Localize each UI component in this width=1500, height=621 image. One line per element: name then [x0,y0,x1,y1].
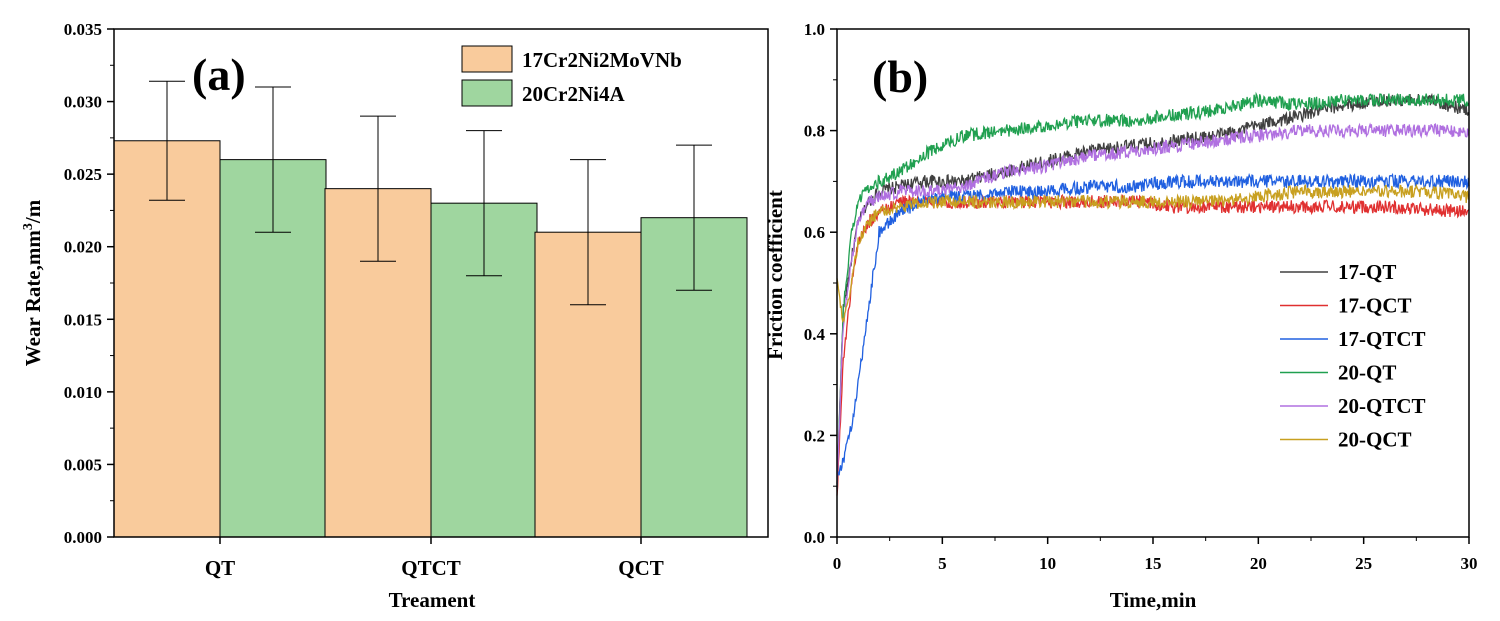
legend-label-17-qct: 17-QCT [1338,294,1412,318]
legend-label-20-qct: 20-QCT [1338,428,1412,452]
y-axis-label-a-main: Wear Rate,mm [21,230,45,367]
x-tick-label-b: 5 [938,554,947,573]
friction-line-chart: 0.0 0.2 0.4 0.6 0.8 1.0 0 5 10 15 20 25 30 (b) 17-Q… [763,20,1478,612]
x-tick-label-b: 30 [1461,554,1478,573]
x-tick-label-qtct: QTCT [401,556,461,580]
wear-rate-bar-chart: 0.000 0.005 0.010 0.015 0.020 0.025 0.030 0.035… [21,20,769,612]
y-tick-label-b: 0.6 [804,223,825,242]
y-tick-label-a: 0.035 [64,20,102,39]
legend-a: 17Cr2Ni2MoVNb 20Cr2Ni4A [461,45,682,107]
error-bar-17cr2ni2movnb-qtct [360,115,396,262]
y-axis-label-b: Friction coefficient [763,190,787,360]
x-tick-label-b: 0 [833,554,842,573]
line-20-qct [836,183,1470,324]
y-tick-label-b: 0.4 [804,325,826,344]
legend-swatch-20cr2ni4a [461,79,513,107]
y-tick-label-a: 0.005 [64,455,102,474]
y-tick-label-a: 0.000 [64,528,102,547]
x-tick-label-b: 10 [1039,554,1056,573]
legend-label-17cr2ni2movnb: 17Cr2Ni2MoVNb [522,48,682,72]
error-bar-17cr2ni2movnb-qt [149,80,185,201]
x-tick-label-qct: QCT [618,556,664,580]
y-tick-label-a: 0.020 [64,238,102,257]
y-tick-label-b: 0.2 [804,426,825,445]
y-tick-label-b: 0.0 [804,528,825,547]
y-tick-label-a: 0.010 [64,383,102,402]
legend-label-20-qt: 20-QT [1338,361,1396,385]
bar-17cr2ni2movnb-qt [113,140,221,538]
legend-label-20-qtct: 20-QTCT [1338,394,1426,418]
x-tick-label-b: 25 [1355,554,1372,573]
legend-b: 17-QT 17-QCT 17-QTCT 20-QT 20-QTCT 20-QCT [1280,260,1426,452]
line-20-qtct [836,122,1470,491]
x-tick-label-qt: QT [205,556,235,580]
legend-label-20cr2ni4a: 20Cr2Ni4A [522,82,625,106]
error-bar-17cr2ni2movnb-qct [570,159,606,306]
error-bar-20cr2ni4a-qt [255,86,291,233]
y-tick-label-a: 0.030 [64,93,102,112]
legend-swatch-17cr2ni2movnb [461,45,513,73]
y-axis-label-a-sup: 3 [21,223,36,230]
panel-b-label: (b) [872,51,928,102]
line-17-qt [836,92,1470,484]
y-axis-label-a: Wear Rate,mm3/m [21,199,45,366]
panel-a-label: (a) [192,49,246,100]
y-axis-label-a-end: /m [21,199,45,224]
x-axis-label-b: Time,min [1110,588,1197,612]
y-tick-label-a: 0.025 [64,165,102,184]
error-bar-20cr2ni4a-qct [676,144,712,291]
x-tick-label-b: 20 [1250,554,1267,573]
y-tick-label-b: 1.0 [804,20,825,39]
x-tick-label-b: 15 [1145,554,1162,573]
x-axis-label-a: Treament [389,588,476,612]
y-tick-label-b: 0.8 [804,122,825,141]
legend-label-17-qtct: 17-QTCT [1338,327,1426,351]
line-20-qt [836,91,1470,489]
error-bar-20cr2ni4a-qtct [466,130,502,277]
y-tick-label-a: 0.015 [64,310,102,329]
legend-label-17-qt: 17-QT [1338,260,1396,284]
